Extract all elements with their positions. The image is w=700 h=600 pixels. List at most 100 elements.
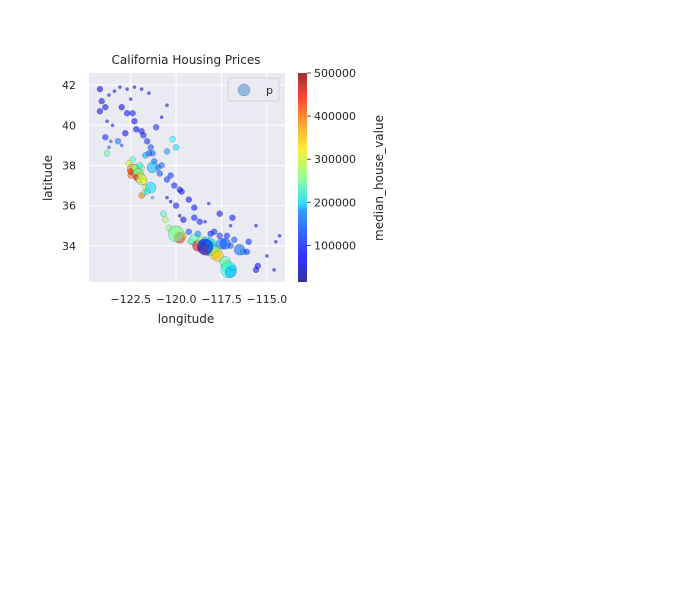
y-tick-label: 42 bbox=[62, 79, 76, 92]
x-axis-label: longitude bbox=[158, 312, 215, 326]
colorbar-tick-label: 200000 bbox=[314, 196, 356, 209]
data-point bbox=[172, 144, 180, 151]
data-point bbox=[129, 109, 136, 117]
data-point bbox=[114, 138, 122, 145]
data-point bbox=[227, 242, 234, 250]
data-point bbox=[150, 195, 155, 200]
data-point bbox=[159, 115, 164, 120]
colorbar-label: median_house_value bbox=[372, 115, 386, 241]
data-point bbox=[118, 103, 125, 111]
scatter-points bbox=[96, 85, 282, 279]
data-point bbox=[185, 228, 193, 236]
data-point bbox=[119, 143, 124, 148]
data-point bbox=[96, 85, 104, 93]
y-tick-label: 34 bbox=[62, 240, 76, 253]
data-point bbox=[191, 214, 198, 221]
data-point bbox=[152, 124, 160, 131]
data-point bbox=[136, 162, 144, 169]
data-point bbox=[228, 223, 233, 228]
data-point bbox=[245, 238, 252, 246]
data-point bbox=[167, 225, 185, 243]
data-point bbox=[254, 262, 262, 270]
data-point bbox=[191, 204, 198, 211]
data-point bbox=[118, 85, 122, 89]
data-point bbox=[146, 161, 159, 174]
data-point bbox=[160, 210, 167, 217]
data-point bbox=[128, 97, 133, 101]
chart-title: California Housing Prices bbox=[112, 53, 261, 67]
data-point bbox=[254, 223, 258, 228]
data-point bbox=[127, 168, 134, 175]
y-tick-label: 40 bbox=[62, 119, 76, 132]
data-point bbox=[185, 196, 193, 203]
y-tick-label: 36 bbox=[62, 200, 76, 213]
data-point bbox=[132, 126, 140, 133]
data-point bbox=[216, 210, 223, 217]
legend-marker bbox=[237, 83, 251, 97]
data-point bbox=[212, 250, 224, 262]
x-tick-labels: −122.5 −120.0 −117.5 −115.0 bbox=[110, 293, 287, 306]
legend: p bbox=[227, 77, 280, 102]
data-point bbox=[168, 199, 173, 204]
data-point bbox=[140, 132, 147, 139]
data-point bbox=[163, 148, 171, 155]
data-point bbox=[243, 248, 251, 256]
data-point bbox=[129, 156, 136, 163]
data-point bbox=[203, 219, 207, 224]
data-point bbox=[103, 150, 111, 157]
y-tick-label: 38 bbox=[62, 159, 76, 172]
data-point bbox=[207, 230, 214, 238]
colorbar-tick-label: 500000 bbox=[314, 67, 356, 80]
data-point bbox=[132, 85, 137, 89]
data-point bbox=[144, 181, 157, 194]
data-point bbox=[107, 145, 111, 150]
data-point bbox=[274, 239, 278, 244]
legend-label: p bbox=[266, 84, 273, 97]
x-tick-label: −117.5 bbox=[201, 293, 242, 306]
data-point bbox=[165, 195, 169, 200]
colorbar-tick-label: 300000 bbox=[314, 153, 356, 166]
data-point bbox=[122, 130, 129, 137]
data-point bbox=[178, 188, 185, 195]
data-point bbox=[156, 170, 164, 177]
data-point bbox=[180, 216, 187, 223]
x-tick-label: −122.5 bbox=[110, 293, 151, 306]
data-point bbox=[161, 216, 169, 223]
data-point bbox=[107, 93, 111, 97]
data-point bbox=[131, 117, 138, 125]
data-point bbox=[216, 232, 223, 240]
data-point bbox=[163, 176, 171, 183]
data-point bbox=[112, 89, 117, 93]
data-point bbox=[140, 178, 147, 185]
colorbar-tick-label: 100000 bbox=[314, 239, 356, 252]
data-point bbox=[142, 152, 149, 159]
data-point bbox=[230, 236, 238, 244]
data-point bbox=[110, 123, 115, 128]
y-axis-label: latitude bbox=[41, 155, 55, 201]
data-point bbox=[172, 202, 180, 209]
data-point bbox=[139, 87, 144, 91]
colorbar-tick-label: 400000 bbox=[314, 110, 356, 123]
data-point bbox=[138, 192, 145, 199]
data-point bbox=[147, 91, 151, 95]
data-point bbox=[102, 103, 109, 111]
y-tick-labels: 34 36 38 40 42 bbox=[62, 79, 76, 253]
colorbar bbox=[298, 73, 307, 282]
data-point bbox=[272, 268, 276, 272]
data-point bbox=[196, 238, 214, 256]
data-point bbox=[169, 136, 176, 143]
data-point bbox=[98, 97, 105, 105]
data-point bbox=[105, 119, 109, 124]
data-point bbox=[223, 232, 231, 240]
grid bbox=[89, 73, 285, 282]
colorbar-tick-labels: 100000 200000 300000 400000 500000 bbox=[307, 67, 356, 252]
x-tick-label: −115.0 bbox=[246, 293, 287, 306]
data-point bbox=[277, 233, 282, 238]
data-point bbox=[96, 107, 104, 115]
data-point bbox=[196, 218, 203, 225]
x-tick-label: −120.0 bbox=[156, 293, 197, 306]
data-point bbox=[108, 139, 113, 144]
plot-area bbox=[89, 73, 285, 282]
data-point bbox=[125, 87, 129, 91]
